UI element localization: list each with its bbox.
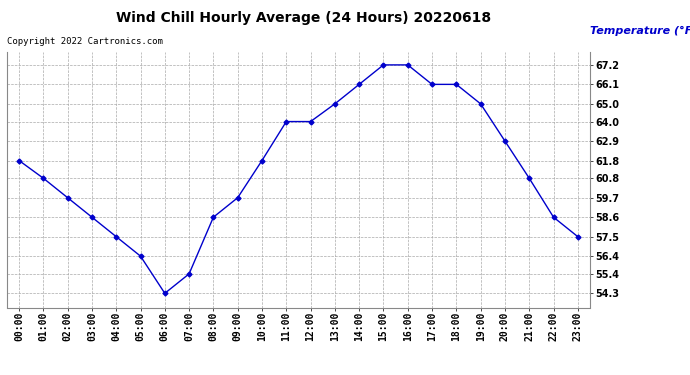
Text: Temperature (°F): Temperature (°F) <box>590 26 690 36</box>
Text: Wind Chill Hourly Average (24 Hours) 20220618: Wind Chill Hourly Average (24 Hours) 202… <box>116 11 491 25</box>
Text: Copyright 2022 Cartronics.com: Copyright 2022 Cartronics.com <box>7 38 163 46</box>
